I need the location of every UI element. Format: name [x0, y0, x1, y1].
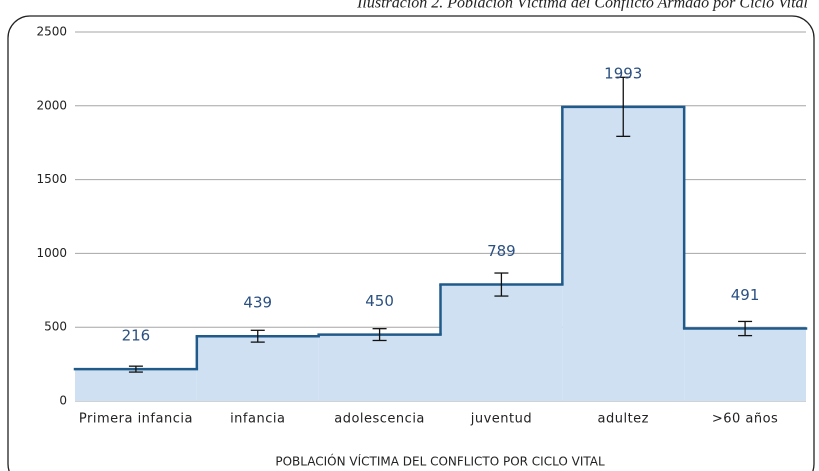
step-area — [196, 336, 319, 401]
y-tick-label: 1000 — [36, 246, 67, 260]
value-label: 216 — [122, 327, 151, 345]
y-tick-label: 500 — [44, 320, 67, 334]
chart-title: Ilustración 2. Población Víctima del Con… — [356, 0, 808, 12]
x-tick-label: infancia — [230, 412, 285, 427]
title-bg — [300, 0, 819, 14]
x-tick-label: adultez — [598, 412, 650, 427]
step-area — [684, 328, 806, 401]
step-area — [562, 106, 685, 402]
y-tick-label: 2500 — [36, 25, 67, 39]
value-label: 789 — [487, 242, 516, 260]
y-tick-label: 0 — [59, 394, 67, 408]
value-label: 439 — [243, 294, 272, 312]
x-axis-label: POBLACIÓN VÍCTIMA DEL CONFLICTO POR CICL… — [275, 454, 605, 469]
step-area — [440, 284, 563, 401]
y-tick-label: 2000 — [36, 98, 67, 112]
value-label: 1993 — [604, 64, 642, 82]
step-area — [318, 334, 441, 401]
y-tick-label: 1500 — [36, 172, 67, 186]
step-area — [75, 369, 197, 401]
x-tick-label: Primera infancia — [79, 412, 193, 427]
value-label: 491 — [731, 286, 760, 304]
x-tick-label: >60 años — [712, 412, 779, 427]
value-label: 450 — [365, 292, 394, 310]
frame — [7, 15, 815, 471]
x-tick-label: juventud — [470, 412, 532, 427]
x-tick-label: adolescencia — [334, 412, 425, 427]
